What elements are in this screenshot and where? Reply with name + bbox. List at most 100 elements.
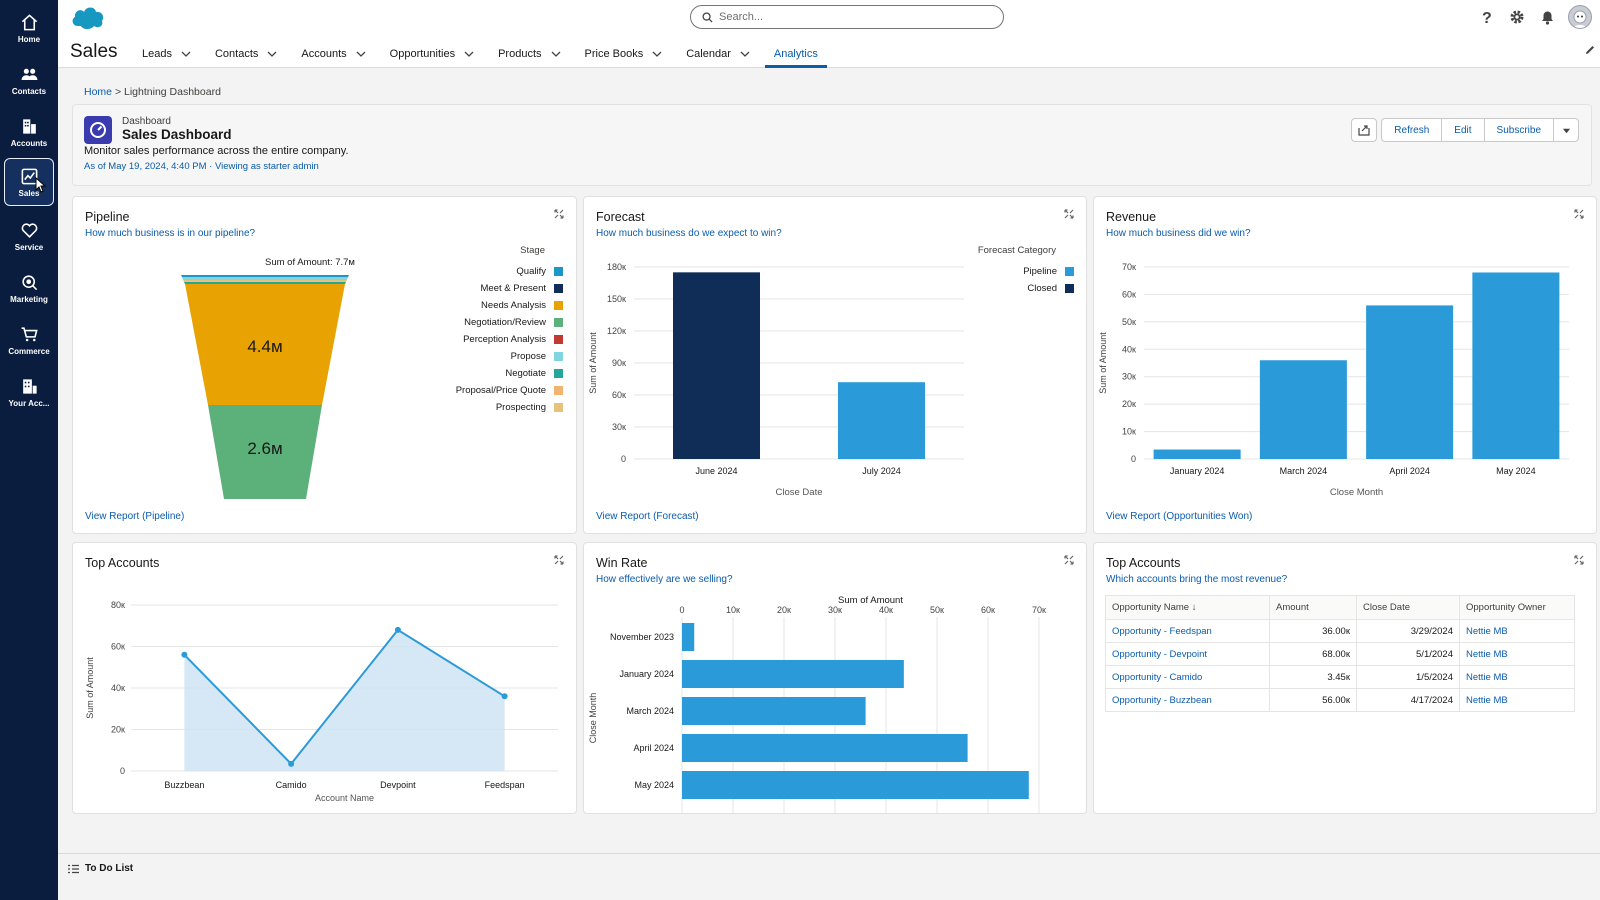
legend-item: Propose <box>403 348 563 365</box>
rail-item-home[interactable]: Home <box>4 4 54 52</box>
y-tick-label: 150к <box>607 294 626 304</box>
chevron-down-icon[interactable] <box>464 49 474 59</box>
opportunity-link[interactable]: Opportunity - Camido <box>1112 671 1203 683</box>
nav-tab-contacts[interactable]: Contacts <box>215 42 287 66</box>
x-tick-label: March 2024 <box>1280 466 1328 476</box>
owner-link[interactable]: Nettie MB <box>1466 625 1508 637</box>
legend-item: Perception Analysis <box>403 331 563 348</box>
x-tick-label: Feedspan <box>485 780 525 790</box>
more-actions-button[interactable] <box>1553 118 1579 142</box>
rail-item-accounts[interactable]: Accounts <box>4 108 54 156</box>
edit-button[interactable]: Edit <box>1441 118 1484 142</box>
nav-tab-analytics[interactable]: Analytics <box>764 43 827 68</box>
column-header-close-date[interactable]: Close Date <box>1356 595 1460 620</box>
to-do-list-button[interactable]: To Do List <box>68 863 133 874</box>
x-tick-label: 70к <box>1032 605 1046 615</box>
gear-icon[interactable] <box>1508 8 1526 26</box>
rail-item-sales[interactable]: Sales <box>4 158 54 206</box>
expand-icon[interactable] <box>1063 554 1075 566</box>
legend-label: Pipeline <box>1023 266 1057 277</box>
notification-bell-icon[interactable] <box>1538 8 1556 26</box>
nav-tab-leads[interactable]: Leads <box>142 42 201 66</box>
nav-tab-calendar[interactable]: Calendar <box>686 42 760 66</box>
search-input[interactable] <box>719 11 979 23</box>
table-row: Opportunity - Devpoint 68.00к 5/1/2024 N… <box>1105 642 1575 666</box>
forecast-legend: Forecast Category Pipeline Closed <box>914 245 1074 297</box>
view-report-opportunities-won-link[interactable]: View Report (Opportunities Won) <box>1106 511 1253 522</box>
y-tick-label: 30к <box>612 422 626 432</box>
share-button[interactable] <box>1351 118 1378 142</box>
help-icon[interactable]: ? <box>1478 8 1496 26</box>
owner-link[interactable]: Nettie MB <box>1466 648 1508 660</box>
chevron-down-icon[interactable] <box>652 49 662 59</box>
column-header-amount[interactable]: Amount <box>1269 595 1357 620</box>
widget-subtitle: How much business do we expect to win? <box>596 228 782 239</box>
rail-item-service[interactable]: Service <box>4 212 54 260</box>
nav-tab-price-books[interactable]: Price Books <box>585 42 673 66</box>
breadcrumb: Home > Lightning Dashboard <box>84 86 221 98</box>
legend-swatch <box>1065 267 1074 276</box>
chevron-down-icon[interactable] <box>551 49 561 59</box>
nav-tab-label: Accounts <box>301 48 347 60</box>
chevron-down-icon[interactable] <box>740 49 750 59</box>
view-report-forecast-link[interactable]: View Report (Forecast) <box>596 511 699 522</box>
rail-item-your-account[interactable]: Your Acc... <box>4 368 54 416</box>
owner-link[interactable]: Nettie MB <box>1466 671 1508 683</box>
user-avatar[interactable] <box>1568 5 1592 29</box>
y-tick-label: 70к <box>1122 262 1136 272</box>
expand-icon[interactable] <box>553 208 565 220</box>
column-header-opportunity-name[interactable]: Opportunity Name ↓ <box>1105 595 1270 620</box>
expand-icon[interactable] <box>1063 208 1075 220</box>
y-tick-label: 20к <box>111 725 125 735</box>
opportunity-link[interactable]: Opportunity - Buzzbean <box>1112 694 1212 706</box>
x-axis-title: Account Name <box>315 793 374 803</box>
y-tick-label: March 2024 <box>626 706 674 716</box>
bar <box>682 734 968 762</box>
edit-nav-pencil-icon[interactable] <box>1584 44 1596 56</box>
legend-item: Prospecting <box>403 399 563 416</box>
y-tick-label: 80к <box>111 600 125 610</box>
opportunity-link[interactable]: Opportunity - Feedspan <box>1112 625 1212 637</box>
global-search[interactable] <box>690 5 1004 29</box>
nav-tab-accounts[interactable]: Accounts <box>301 42 375 66</box>
dashboard-kind-label: Dashboard <box>122 116 171 127</box>
widget-title: Revenue <box>1106 210 1157 224</box>
chevron-down-icon[interactable] <box>267 49 277 59</box>
contacts-icon <box>21 68 37 80</box>
widget-subtitle: How much business is in our pipeline? <box>85 228 256 239</box>
series-line <box>183 628 506 766</box>
breadcrumb-home-link[interactable]: Home <box>84 86 113 98</box>
expand-icon[interactable] <box>1573 554 1585 566</box>
nav-tab-label: Analytics <box>773 48 818 60</box>
chevron-down-icon[interactable] <box>181 49 191 59</box>
expand-icon[interactable] <box>1573 208 1585 220</box>
top-accounts-table: Opportunity Name ↓ Amount Close Date Opp… <box>1105 595 1575 712</box>
global-header: ? Sales Leads Contacts Accounts Opportun… <box>58 0 1600 68</box>
salesforce-cloud-logo[interactable] <box>70 4 106 30</box>
view-report-pipeline-link[interactable]: View Report (Pipeline) <box>85 511 185 522</box>
opportunity-link[interactable]: Opportunity - Devpoint <box>1112 648 1208 660</box>
refresh-button[interactable]: Refresh <box>1381 118 1442 142</box>
bar <box>682 697 866 725</box>
dashboard-meta: As of May 19, 2024, 4:40 PM · Viewing as… <box>84 161 319 172</box>
rail-label: Service <box>14 242 44 252</box>
y-axis-title: Sum of Amount <box>1098 332 1108 394</box>
legend-item: Pipeline <box>914 263 1074 280</box>
y-axis-title: Sum of Amount <box>588 332 598 394</box>
legend-swatch <box>554 386 563 395</box>
chevron-down-icon[interactable] <box>356 49 366 59</box>
rail-item-marketing[interactable]: Marketing <box>4 264 54 312</box>
x-tick-label: 0 <box>679 605 684 615</box>
rail-item-contacts[interactable]: Contacts <box>4 56 54 104</box>
owner-link[interactable]: Nettie MB <box>1466 694 1508 706</box>
nav-tab-products[interactable]: Products <box>498 42 570 66</box>
y-tick-label: 0 <box>1131 454 1136 464</box>
y-tick-label: November 2023 <box>610 632 674 642</box>
expand-icon[interactable] <box>553 554 565 566</box>
column-header-opportunity-owner[interactable]: Opportunity Owner <box>1459 595 1575 620</box>
bar <box>1153 449 1241 459</box>
rail-item-commerce[interactable]: Commerce <box>4 316 54 364</box>
nav-tab-opportunities[interactable]: Opportunities <box>390 42 484 66</box>
data-point <box>394 626 401 633</box>
subscribe-button[interactable]: Subscribe <box>1483 118 1553 142</box>
